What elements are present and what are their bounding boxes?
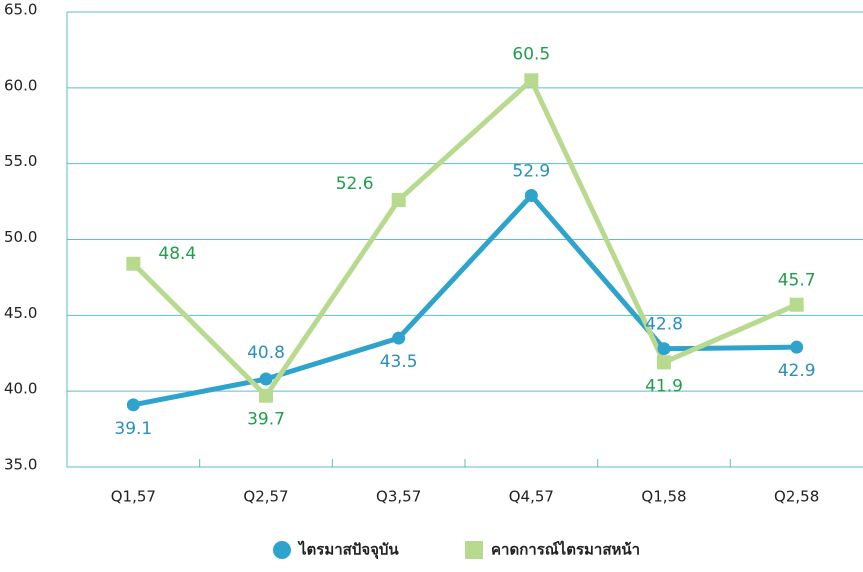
series-line <box>131 77 798 399</box>
data-label: 41.9 <box>645 376 683 396</box>
legend-marker <box>273 541 291 559</box>
marker <box>790 340 804 354</box>
data-label: 45.7 <box>778 271 816 291</box>
y-tick-label: 45.0 <box>4 304 37 322</box>
data-label: 39.1 <box>114 419 152 439</box>
data-label: 52.9 <box>512 162 550 182</box>
x-tick-label: Q2,58 <box>774 488 819 506</box>
y-tick-label: 60.0 <box>4 76 37 94</box>
marker <box>259 388 273 403</box>
data-label: 42.9 <box>778 361 816 381</box>
y-tick-label: 50.0 <box>4 228 37 246</box>
marker <box>392 331 406 345</box>
legend-marker <box>465 541 483 559</box>
data-label: 60.5 <box>512 44 550 64</box>
marker <box>524 189 538 203</box>
y-tick-label: 65.0 <box>4 1 37 19</box>
x-tick-label: Q4,57 <box>509 488 554 506</box>
marker <box>657 355 671 370</box>
data-label: 52.6 <box>336 174 374 194</box>
y-tick-label: 40.0 <box>4 380 37 398</box>
marker <box>391 193 406 208</box>
series-line <box>132 193 797 408</box>
y-tick-label: 35.0 <box>4 456 37 474</box>
data-label: 40.8 <box>247 343 285 363</box>
x-tick-label: Q1,57 <box>111 488 156 506</box>
legend-label: ไตรมาสปัจจุบัน <box>297 540 399 560</box>
data-label: 42.8 <box>645 315 683 335</box>
marker <box>657 342 671 356</box>
x-tick-label: Q1,58 <box>641 488 686 506</box>
marker <box>126 398 140 412</box>
y-tick-label: 55.0 <box>4 152 37 170</box>
marker <box>524 73 539 88</box>
x-tick-label: Q3,57 <box>376 488 421 506</box>
data-label: 39.7 <box>247 410 285 430</box>
marker <box>259 372 273 386</box>
data-label: 48.4 <box>158 244 196 264</box>
x-tick-label: Q2,57 <box>243 488 288 506</box>
data-label: 43.5 <box>380 352 418 372</box>
marker <box>789 297 804 312</box>
legend-label: คาดการณ์ไตรมาสหน้า <box>491 540 640 559</box>
marker <box>126 256 141 271</box>
